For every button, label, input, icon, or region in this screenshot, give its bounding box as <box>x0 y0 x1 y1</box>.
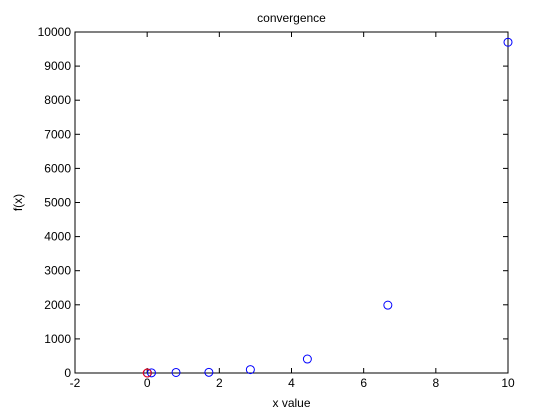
y-tick-label: 2000 <box>44 298 71 312</box>
x-tick-label: 0 <box>144 376 151 390</box>
x-tick-label: 6 <box>360 376 367 390</box>
plot-area <box>75 32 508 373</box>
x-tick-label: -2 <box>70 376 81 390</box>
x-tick-label: 8 <box>432 376 439 390</box>
x-tick-label: 10 <box>501 376 515 390</box>
x-tick-label: 4 <box>288 376 295 390</box>
y-tick-label: 7000 <box>44 127 71 141</box>
y-tick-label: 0 <box>64 366 71 380</box>
y-axis-label: f(x) <box>11 194 25 211</box>
y-tick-label: 10000 <box>38 25 72 39</box>
y-tick-label: 8000 <box>44 93 71 107</box>
y-tick-label: 9000 <box>44 59 71 73</box>
x-tick-label: 2 <box>216 376 223 390</box>
y-tick-label: 6000 <box>44 161 71 175</box>
y-tick-label: 4000 <box>44 230 71 244</box>
y-tick-label: 3000 <box>44 264 71 278</box>
y-tick-label: 5000 <box>44 196 71 210</box>
y-tick-label: 1000 <box>44 332 71 346</box>
x-axis-label: x value <box>272 396 310 410</box>
chart-title: convergence <box>257 11 326 25</box>
